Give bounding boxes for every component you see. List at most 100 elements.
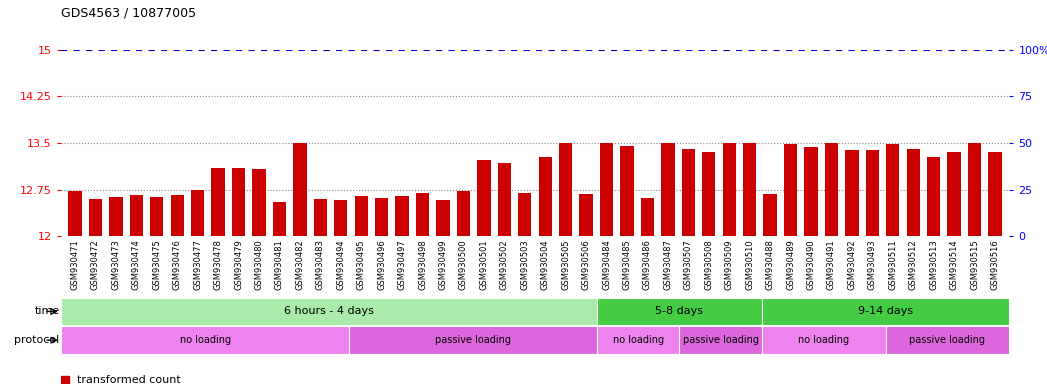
Text: no loading: no loading [179,335,230,345]
Text: 6 hours - 4 days: 6 hours - 4 days [284,306,374,316]
Bar [825,143,838,236]
Bar [682,149,695,236]
Text: GSM930496: GSM930496 [377,239,386,290]
Text: transformed count: transformed count [77,375,181,384]
Bar [948,152,961,236]
Text: GSM930501: GSM930501 [480,239,488,290]
Bar [89,199,103,236]
Bar [763,194,777,236]
Bar [886,326,1009,354]
Text: GSM930492: GSM930492 [847,239,856,290]
Text: GSM930509: GSM930509 [725,239,734,290]
Text: passive loading: passive loading [436,335,511,345]
Bar [703,152,715,236]
Bar [350,326,597,354]
Bar [518,193,532,236]
Text: GSM930511: GSM930511 [888,239,897,290]
Bar [109,197,122,236]
Text: GSM930502: GSM930502 [499,239,509,290]
Bar [866,151,879,236]
Bar [477,161,491,236]
Bar [641,198,654,236]
Text: GSM930513: GSM930513 [929,239,938,290]
Text: GSM930474: GSM930474 [132,239,141,290]
Bar [314,199,327,236]
Text: passive loading: passive loading [683,335,759,345]
Bar [579,194,593,236]
Bar [252,169,266,236]
Bar [680,326,762,354]
Text: GSM930508: GSM930508 [705,239,713,290]
Bar [68,192,82,236]
Text: GSM930476: GSM930476 [173,239,182,290]
Text: passive loading: passive loading [910,335,985,345]
Text: GSM930497: GSM930497 [398,239,406,290]
Text: GSM930486: GSM930486 [643,239,652,290]
Bar [211,168,225,236]
Bar [293,143,307,236]
Text: GSM930490: GSM930490 [806,239,816,290]
Text: GSM930484: GSM930484 [602,239,611,290]
Text: GSM930499: GSM930499 [439,239,447,290]
Bar [597,326,680,354]
Text: GSM930512: GSM930512 [909,239,918,290]
Bar [396,196,408,236]
Text: GSM930495: GSM930495 [357,239,365,290]
Bar [762,326,886,354]
Bar [416,193,429,236]
Bar [621,146,633,236]
Text: GSM930500: GSM930500 [459,239,468,290]
Bar [559,143,573,236]
Bar [967,143,981,236]
Bar [171,195,184,236]
Text: GSM930514: GSM930514 [950,239,959,290]
Bar [130,195,143,236]
Text: GSM930478: GSM930478 [214,239,223,290]
Text: GSM930494: GSM930494 [336,239,346,290]
Text: GSM930504: GSM930504 [540,239,550,290]
Bar [232,168,245,236]
Text: GSM930477: GSM930477 [194,239,202,290]
Text: GSM930489: GSM930489 [786,239,795,290]
Text: GSM930503: GSM930503 [520,239,530,290]
Text: GSM930480: GSM930480 [254,239,264,290]
Text: GSM930510: GSM930510 [745,239,754,290]
Text: time: time [35,306,60,316]
Bar [538,157,552,236]
Bar [927,157,940,236]
Bar [437,200,449,236]
Text: GDS4563 / 10877005: GDS4563 / 10877005 [61,6,196,19]
Text: 9-14 days: 9-14 days [859,306,913,316]
Text: GSM930471: GSM930471 [70,239,80,290]
Text: GSM930498: GSM930498 [418,239,427,290]
Text: 5-8 days: 5-8 days [655,306,704,316]
Text: GSM930491: GSM930491 [827,239,836,290]
Bar [784,144,797,236]
Bar [334,200,348,236]
Bar [61,298,597,325]
Bar [191,190,204,236]
Bar [150,197,163,236]
Text: GSM930515: GSM930515 [971,239,979,290]
Bar [762,298,1009,325]
Bar [273,202,286,236]
Text: GSM930482: GSM930482 [295,239,305,290]
Text: GSM930473: GSM930473 [111,239,120,290]
Text: GSM930479: GSM930479 [235,239,243,290]
Text: protocol: protocol [15,335,60,345]
Bar [845,151,859,236]
Bar [497,163,511,236]
Bar [743,143,756,236]
Text: GSM930505: GSM930505 [561,239,571,290]
Bar [355,196,367,236]
Text: GSM930493: GSM930493 [868,239,876,290]
Text: GSM930516: GSM930516 [990,239,1000,290]
Text: GSM930506: GSM930506 [582,239,591,290]
Text: no loading: no loading [798,335,849,345]
Text: GSM930487: GSM930487 [664,239,672,290]
Bar [375,198,388,236]
Bar [600,143,614,236]
Text: GSM930475: GSM930475 [152,239,161,290]
Text: GSM930507: GSM930507 [684,239,693,290]
Bar [907,149,920,236]
